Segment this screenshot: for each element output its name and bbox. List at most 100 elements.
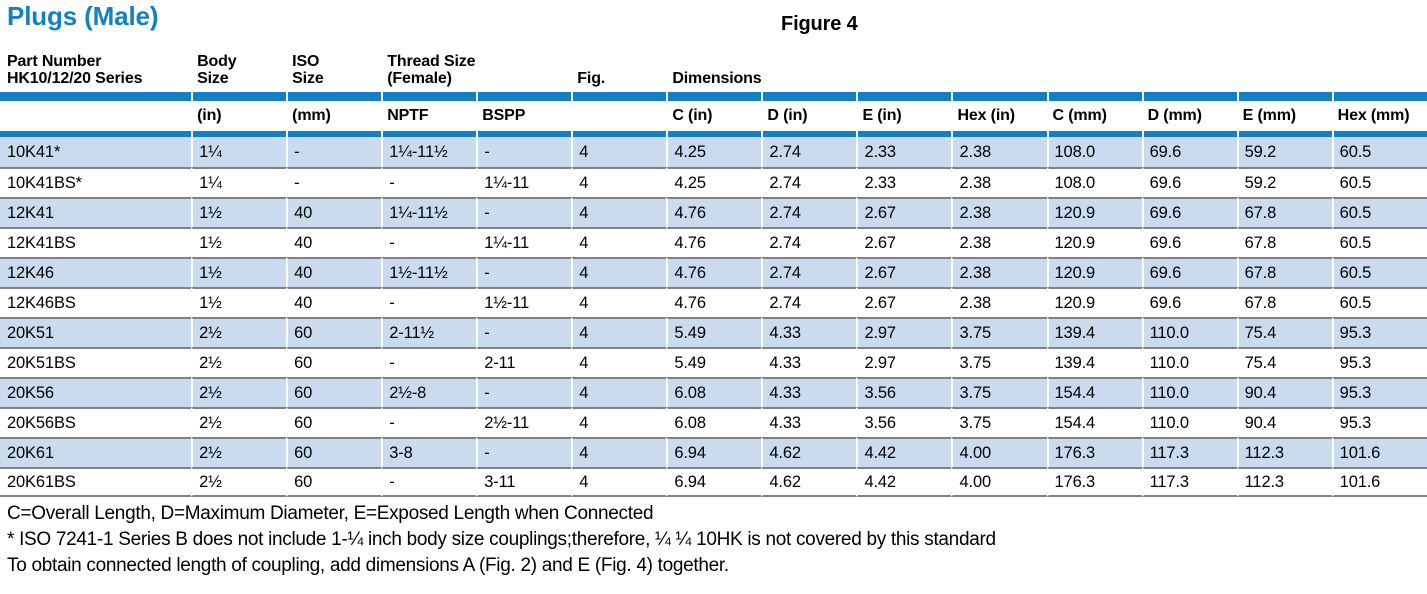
footnote-connected-length: To obtain connected length of coupling, … <box>7 555 729 576</box>
cell-hex-mm: 60.5 <box>1331 197 1427 227</box>
cell-nptf: - <box>381 167 477 197</box>
cell-iso-size-mm: 40 <box>286 287 382 317</box>
cell-fig: 4 <box>571 167 667 197</box>
cell-d-in: 2.74 <box>761 167 857 197</box>
footnote-iso-standard: * ISO 7241-1 Series B does not include 1… <box>7 529 996 550</box>
cell-c-in: 6.08 <box>666 407 762 437</box>
cell-body-size-in: 2½ <box>191 377 287 407</box>
table-row-20K61: 20K61 2½ 60 3-8-4 6.94 4.62 4.42 4.00 176.3 117.3… <box>0 437 1427 467</box>
separator-bar-segment <box>476 92 572 101</box>
cell-bspp: - <box>476 437 572 467</box>
separator-bar-segment <box>381 92 477 101</box>
figure-label: Figure 4 <box>781 13 858 35</box>
cell-part-number: 10K41BS* <box>0 167 192 197</box>
cell-part-number: 20K51 <box>0 317 192 347</box>
separator-bar-segment <box>286 131 382 137</box>
column-header-fig: Fig. <box>577 70 606 87</box>
cell-c-in: 6.08 <box>666 377 762 407</box>
cell-d-mm: 110.0 <box>1141 347 1237 377</box>
footnotes: C=Overall Length, D=Maximum Diameter, E=… <box>0 501 1427 579</box>
column-header-body-size-line2: Size <box>197 70 229 87</box>
cell-body-size-in: 2½ <box>191 317 287 347</box>
subheader-c-in: C (in) <box>672 107 713 124</box>
cell-d-in: 2.74 <box>761 257 857 287</box>
cell-d-in: 2.74 <box>761 287 857 317</box>
cell-d-in: 4.62 <box>761 467 857 497</box>
column-header-iso-size-line2: Size <box>292 70 324 87</box>
cell-e-mm: 112.3 <box>1236 467 1332 497</box>
separator-bar-segment <box>191 131 287 137</box>
cell-hex-in: 2.38 <box>951 167 1047 197</box>
cell-part-number: 20K61BS <box>0 467 192 497</box>
separator-bar-bottom <box>0 131 1427 137</box>
separator-bar-segment <box>191 92 287 101</box>
table-row-20K56: 20K56 2½ 60 2½-8-4 6.08 4.33 3.56 3.75 154.4 110.… <box>0 377 1427 407</box>
cell-e-mm: 67.8 <box>1236 227 1332 257</box>
cell-d-mm: 110.0 <box>1141 377 1237 407</box>
cell-c-in: 5.49 <box>666 347 762 377</box>
cell-hex-mm: 60.5 <box>1331 137 1427 167</box>
cell-hex-in: 2.38 <box>951 287 1047 317</box>
separator-bar-segment <box>856 131 952 137</box>
cell-hex-mm: 95.3 <box>1331 407 1427 437</box>
cell-e-mm: 75.4 <box>1236 317 1332 347</box>
cell-hex-in: 2.38 <box>951 257 1047 287</box>
footnote-legend: C=Overall Length, D=Maximum Diameter, E=… <box>7 503 654 524</box>
separator-bar-segment <box>476 131 572 137</box>
cell-hex-in: 4.00 <box>951 437 1047 467</box>
title-row: Plugs (Male) Figure 4 <box>0 0 1427 40</box>
cell-iso-size-mm: 60 <box>286 347 382 377</box>
cell-d-mm: 69.6 <box>1141 287 1237 317</box>
cell-part-number: 20K56BS <box>0 407 192 437</box>
cell-nptf: - <box>381 287 477 317</box>
cell-e-mm: 90.4 <box>1236 377 1332 407</box>
cell-hex-in: 3.75 <box>951 377 1047 407</box>
subheader-d-in: D (in) <box>767 107 808 124</box>
table-row-12K46BS: 12K46BS 1½ 40-1½-11 4 4.76 2.74 2.67 2.38 120.9 6… <box>0 287 1427 317</box>
separator-bar-segment <box>761 131 857 137</box>
cell-c-mm: 176.3 <box>1046 467 1142 497</box>
cell-d-mm: 110.0 <box>1141 407 1237 437</box>
cell-hex-in: 3.75 <box>951 407 1047 437</box>
subheader-e-mm: E (mm) <box>1242 107 1296 124</box>
separator-bar-segment <box>666 92 762 101</box>
cell-c-mm: 120.9 <box>1046 287 1142 317</box>
cell-c-in: 6.94 <box>666 437 762 467</box>
column-header-part-number: Part Number HK10/12/20 Series <box>0 40 191 92</box>
cell-d-in: 4.62 <box>761 437 857 467</box>
cell-hex-mm: 60.5 <box>1331 227 1427 257</box>
table-row-20K56BS: 20K56BS 2½ 60-2½-11 4 6.08 4.33 3.56 3.75 154.4 1… <box>0 407 1427 437</box>
cell-d-mm: 69.6 <box>1141 257 1237 287</box>
cell-e-in: 2.33 <box>856 167 952 197</box>
cell-bspp: 2½-11 <box>476 407 572 437</box>
cell-iso-size-mm: 60 <box>286 407 382 437</box>
cell-fig: 4 <box>571 137 667 167</box>
cell-hex-mm: 95.3 <box>1331 377 1427 407</box>
cell-nptf: 1¼-11½ <box>381 197 477 227</box>
table-row-20K61BS: 20K61BS 2½ 60-3-11 4 6.94 4.62 4.42 4.00 176.3 11… <box>0 467 1427 497</box>
cell-c-mm: 120.9 <box>1046 197 1142 227</box>
column-header-thread-size: Thread Size (Female) <box>381 40 571 92</box>
separator-bar-segment <box>571 131 667 137</box>
cell-e-mm: 67.8 <box>1236 257 1332 287</box>
cell-part-number: 12K46BS <box>0 287 192 317</box>
plugs-dimensions-table: Part Number HK10/12/20 Series Body Size … <box>0 40 1427 497</box>
subheader-hex-in: Hex (in) <box>957 107 1015 124</box>
subheader-nptf: NPTF <box>387 107 429 124</box>
separator-bar-segment <box>1236 131 1332 137</box>
separator-bar-segment <box>1331 92 1427 101</box>
cell-e-in: 2.97 <box>856 347 952 377</box>
separator-bar-segment <box>856 92 952 101</box>
cell-nptf: 1½-11½ <box>381 257 477 287</box>
table-row-12K46: 12K46 1½ 40 1½-11½ -4 4.76 2.74 2.67 2.38 120.9 69… <box>0 257 1427 287</box>
cell-e-mm: 59.2 <box>1236 137 1332 167</box>
cell-d-in: 4.33 <box>761 347 857 377</box>
subheader-hex-mm: Hex (mm) <box>1337 107 1410 124</box>
cell-d-mm: 69.6 <box>1141 197 1237 227</box>
cell-iso-size-mm: - <box>286 137 382 167</box>
cell-nptf: - <box>381 467 477 497</box>
cell-e-in: 2.67 <box>856 257 952 287</box>
cell-c-in: 4.76 <box>666 287 762 317</box>
cell-d-in: 4.33 <box>761 317 857 347</box>
cell-nptf: - <box>381 347 477 377</box>
